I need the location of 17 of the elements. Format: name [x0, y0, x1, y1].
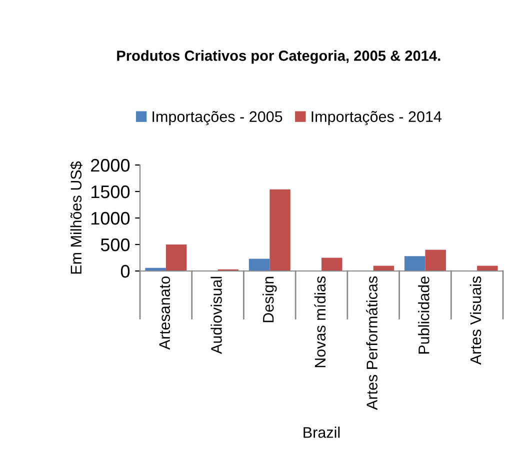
legend-label: Importações - 2014 [312, 110, 442, 126]
x-tick-label: Artesanato [159, 276, 170, 350]
y-tick-label: 2000 [91, 158, 130, 172]
x-tick-label: Novas mídias [314, 276, 326, 368]
x-tick-label: Audiovisual [210, 276, 222, 354]
y-tick-label: 500 [100, 238, 130, 252]
y-axis-title: Em Milhões US$ [70, 161, 82, 274]
y-tick-label: 0 [120, 264, 130, 278]
x-tick-label: Design [262, 276, 277, 322]
x-tick-label: Artes Performáticas [366, 276, 378, 410]
chart-title: Produtos Criativos por Categoria, 2005 & 2014. [117, 50, 440, 64]
x-tick-label: Publicidade [418, 276, 430, 354]
x-axis-title: Brazil [304, 426, 340, 438]
legend-label: Importações - 2005 [152, 110, 282, 126]
y-tick-label: 1000 [91, 212, 130, 225]
x-tick-label: Artes Visuais [470, 276, 482, 365]
y-tick-label: 1500 [91, 185, 130, 198]
